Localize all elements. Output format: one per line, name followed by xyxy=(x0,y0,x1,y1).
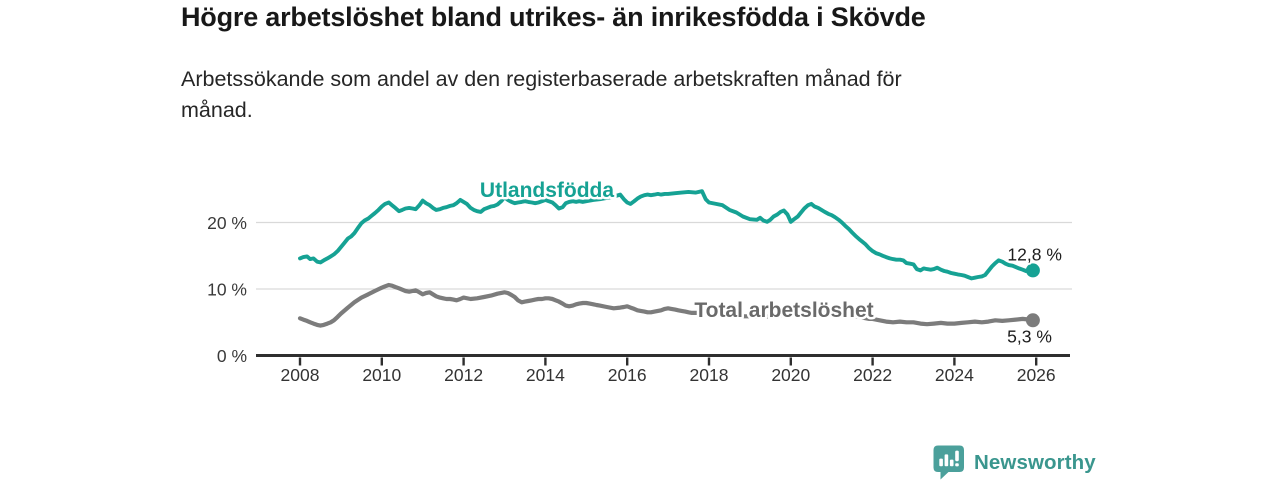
newsworthy-brand: Newsworthy xyxy=(933,445,1096,480)
series-end-dot-1 xyxy=(1025,313,1040,328)
y-tick-label-0: 0 % xyxy=(217,346,247,366)
chart-subtitle-line-2: månad. xyxy=(181,97,253,122)
chart-title: Högre arbetslöshet bland utrikes- än inr… xyxy=(181,2,926,32)
logo-exclamation-bar xyxy=(955,450,959,462)
series-end-dot-0 xyxy=(1025,263,1040,278)
logo-bar-3 xyxy=(949,459,954,467)
x-tick-label-2022: 2022 xyxy=(853,365,892,385)
newsworthy-bars-icon xyxy=(933,445,964,480)
series-line-0 xyxy=(298,189,1035,281)
brand-name: Newsworthy xyxy=(974,450,1096,474)
x-tick-label-2012: 2012 xyxy=(444,365,483,385)
x-tick-label-2024: 2024 xyxy=(935,365,974,385)
x-tick-label-2014: 2014 xyxy=(526,365,565,385)
chart-subtitle-line-1: Arbetssökande som andel av den registerb… xyxy=(181,67,902,91)
logo-bubble-shape xyxy=(933,445,964,480)
x-tick-label-2018: 2018 xyxy=(690,365,729,385)
y-tick-label-10: 10 % xyxy=(207,280,247,300)
logo-exclamation-dot xyxy=(955,463,959,467)
x-tick-label-2016: 2016 xyxy=(608,365,647,385)
series-line-1 xyxy=(297,282,1036,328)
series-label-1: Total arbetslöshet xyxy=(694,299,873,322)
x-tick-label-2020: 2020 xyxy=(771,365,810,385)
x-tick-label-2010: 2010 xyxy=(362,365,401,385)
y-tick-label-20: 20 % xyxy=(207,213,247,233)
series-label-0: Utlandsfödda xyxy=(480,179,614,202)
series-end-label-1: 5,3 % xyxy=(1007,326,1052,346)
logo-bar-1 xyxy=(939,458,943,467)
x-tick-label-2008: 2008 xyxy=(281,365,320,385)
series-end-label-0: 12,8 % xyxy=(1007,244,1061,264)
chart-subtitle: Arbetssökande som andel av den registerb… xyxy=(181,64,902,125)
x-tick-label-2026: 2026 xyxy=(1017,365,1056,385)
logo-bar-2 xyxy=(944,454,949,467)
